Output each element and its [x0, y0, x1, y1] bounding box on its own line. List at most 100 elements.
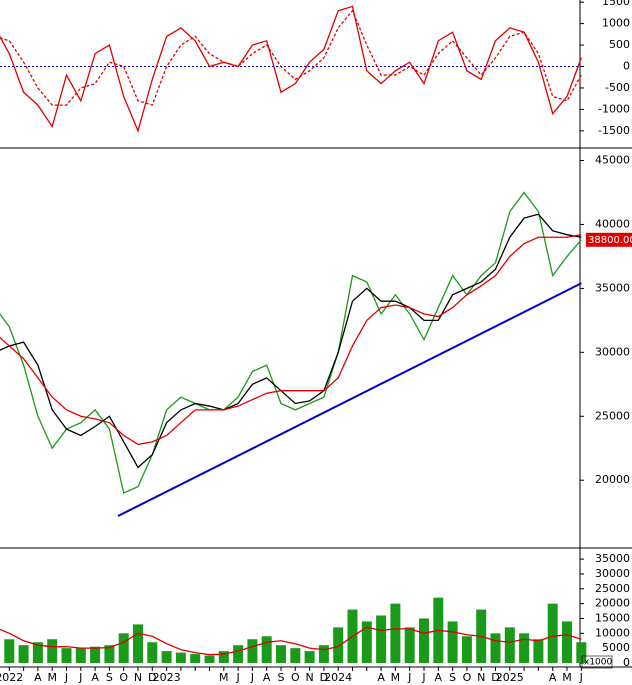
y-tick-label: 45000 — [595, 154, 630, 167]
y-tick-label: 15000 — [595, 611, 630, 624]
y-tick-label: 35000 — [595, 552, 630, 565]
x-tick-label: A — [549, 671, 557, 684]
volume-bar — [118, 633, 129, 663]
series-line — [0, 626, 582, 656]
series-line — [0, 9, 582, 106]
volume-bar — [247, 639, 258, 663]
x-tick-label: M — [47, 671, 57, 684]
volume-bar — [562, 621, 572, 663]
x-tick-label: A — [377, 671, 385, 684]
trendline — [117, 282, 582, 517]
x-tick-label: D — [320, 671, 328, 684]
y-tick-label: 25000 — [595, 582, 630, 595]
x-tick-label: 2022 — [0, 671, 23, 684]
volume-bar — [533, 639, 544, 663]
x-tick-label: J — [78, 671, 82, 684]
y-tick-label: 1500 — [602, 0, 630, 8]
x-tick-label: J — [407, 671, 411, 684]
x-tick-label: A — [34, 671, 42, 684]
x-tick-label: J — [421, 671, 425, 684]
y-tick-label: 40000 — [595, 217, 630, 230]
volume-bar — [147, 642, 158, 663]
x-tick-label: 2024 — [324, 671, 352, 684]
x-tick-label: 2023 — [153, 671, 181, 684]
volume-bar — [161, 651, 172, 663]
x-tick-label: M — [562, 671, 572, 684]
y-tick-label: 500 — [609, 38, 630, 51]
volume-bar — [404, 627, 415, 663]
volume-bar — [576, 642, 587, 663]
volume-bar — [175, 652, 186, 663]
y-tick-label: 30000 — [595, 567, 630, 580]
volume-bar — [461, 636, 472, 663]
volume-bar — [419, 618, 429, 663]
series-line — [0, 234, 582, 446]
x-tick-label: J — [250, 671, 254, 684]
volume-bar — [519, 633, 530, 663]
volume-bar — [390, 603, 401, 663]
volume-bar — [290, 648, 301, 663]
volume-bar — [61, 648, 72, 663]
y-tick-label: 10000 — [595, 626, 630, 639]
x-tick-label: M — [219, 671, 229, 684]
y-tick-label: 0 — [623, 59, 630, 72]
x-tick-label: S — [449, 671, 456, 684]
x-tick-label: J — [579, 671, 583, 684]
x-tick-label: A — [435, 671, 443, 684]
y-tick-label: 0 — [623, 656, 630, 669]
volume-bar — [261, 636, 272, 663]
volume-bar — [133, 624, 143, 663]
volume-bar — [304, 651, 315, 663]
x-tick-label: O — [119, 671, 128, 684]
last-price-box — [586, 232, 632, 247]
volume-bar — [90, 646, 101, 663]
x-tick-label: J — [64, 671, 68, 684]
volume-bar — [361, 621, 372, 663]
y-tick-label: -1500 — [598, 124, 630, 137]
x-tick-label: A — [91, 671, 99, 684]
y-tick-label: 25000 — [595, 409, 630, 422]
x-tick-label: D — [148, 671, 156, 684]
unit-box — [581, 655, 613, 669]
volume-bar — [32, 642, 43, 663]
volume-bar — [547, 603, 558, 663]
y-tick-label: 20000 — [595, 597, 630, 610]
volume-bar — [233, 645, 244, 663]
volume-bar — [204, 655, 215, 663]
unit-label: x1000 — [584, 658, 613, 668]
volume-bar — [504, 627, 515, 663]
volume-bar — [218, 651, 229, 663]
x-tick-label: N — [134, 671, 142, 684]
x-tick-label: D — [491, 671, 499, 684]
x-tick-label: S — [106, 671, 113, 684]
y-tick-label: -1000 — [598, 102, 630, 115]
volume-bar — [47, 639, 58, 663]
volume-bar — [276, 645, 286, 663]
x-tick-label: O — [291, 671, 300, 684]
series-line — [0, 191, 582, 494]
volume-bar — [376, 615, 387, 663]
y-tick-label: 30000 — [595, 345, 630, 358]
y-tick-label: 1000 — [602, 17, 630, 30]
x-tick-label: A — [263, 671, 271, 684]
volume-bar — [333, 627, 344, 663]
x-tick-label: N — [305, 671, 313, 684]
x-tick-label: O — [463, 671, 472, 684]
volume-bar — [190, 654, 201, 663]
volume-bar — [490, 633, 501, 663]
x-tick-label: N — [477, 671, 485, 684]
volume-bar — [104, 645, 115, 663]
y-tick-label: 35000 — [595, 281, 630, 294]
volume-bar — [18, 645, 29, 663]
volume-bar — [4, 639, 15, 663]
volume-bar — [447, 621, 458, 663]
series-line — [0, 5, 582, 133]
last-price-label: 38800.00 — [588, 235, 632, 246]
y-tick-label: 20000 — [595, 473, 630, 486]
volume-bar — [75, 648, 86, 663]
series-line — [0, 213, 582, 469]
x-tick-label: S — [278, 671, 285, 684]
x-tick-label: M — [391, 671, 401, 684]
y-tick-label: 5000 — [602, 641, 630, 654]
